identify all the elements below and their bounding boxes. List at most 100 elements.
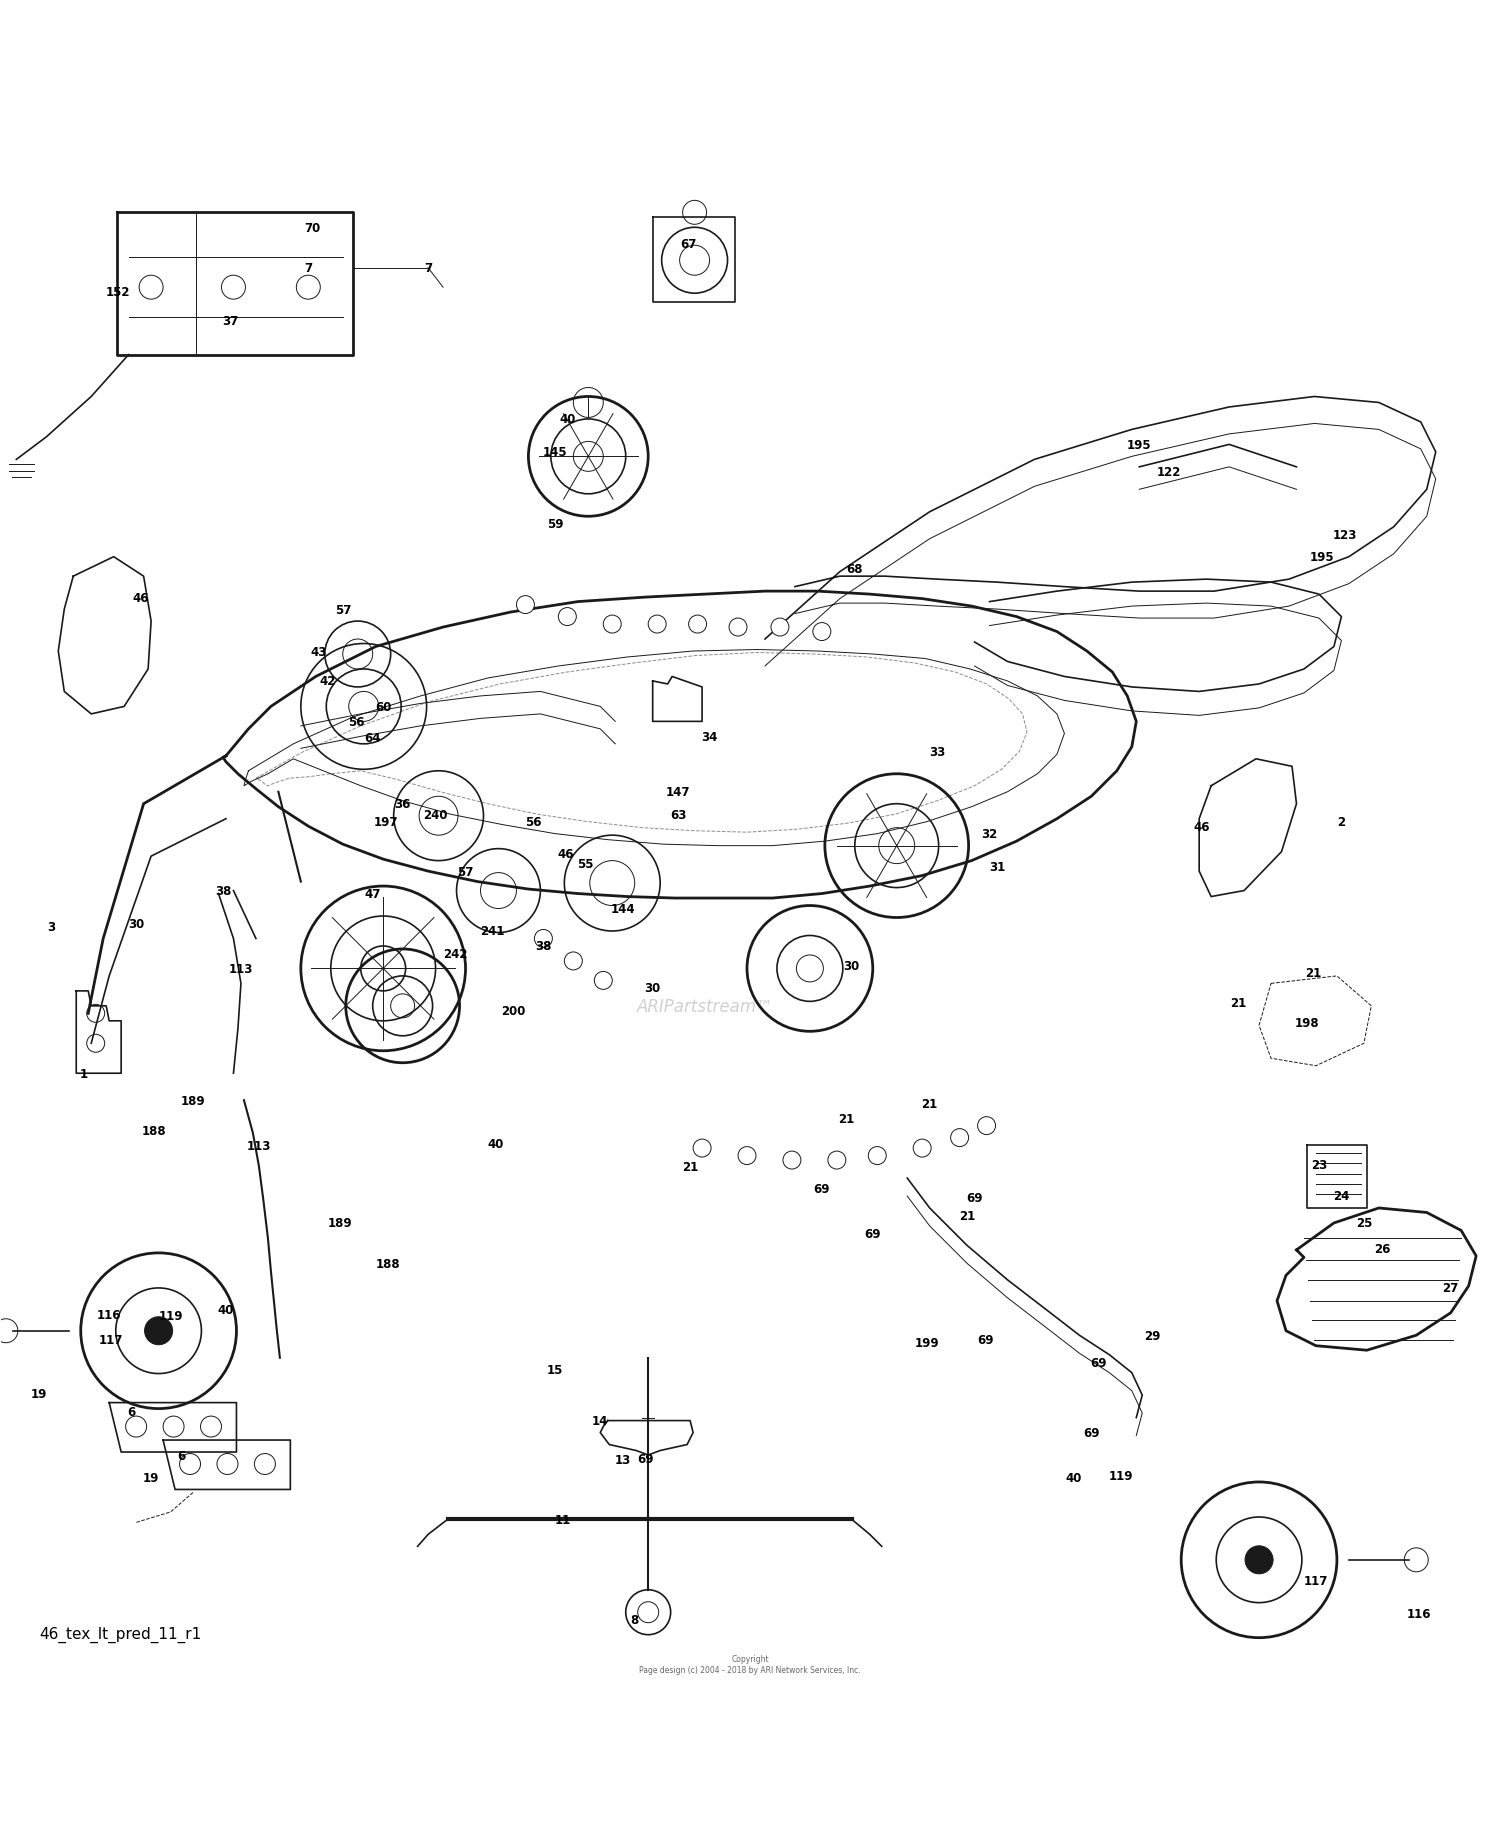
Text: 38: 38 <box>536 941 552 954</box>
Text: 6: 6 <box>177 1449 184 1462</box>
Text: 32: 32 <box>981 828 998 841</box>
Text: 1: 1 <box>80 1066 88 1079</box>
Circle shape <box>783 1151 801 1170</box>
Circle shape <box>534 930 552 948</box>
Text: 60: 60 <box>375 700 392 713</box>
Text: 195: 195 <box>1310 551 1335 564</box>
Text: 152: 152 <box>106 286 130 299</box>
Text: 40: 40 <box>1065 1471 1082 1484</box>
Text: 40: 40 <box>217 1303 234 1316</box>
Text: 116: 116 <box>98 1308 122 1321</box>
Text: 145: 145 <box>543 445 567 458</box>
Text: 11: 11 <box>555 1514 572 1526</box>
Circle shape <box>648 615 666 634</box>
Circle shape <box>144 1318 172 1345</box>
Text: 57: 57 <box>458 865 474 878</box>
Text: 188: 188 <box>142 1124 166 1137</box>
Text: 15: 15 <box>548 1364 564 1377</box>
Text: 7: 7 <box>424 262 432 275</box>
Text: 122: 122 <box>1156 466 1182 479</box>
Text: Copyright
Page design (c) 2004 - 2018 by ARI Network Services, Inc.: Copyright Page design (c) 2004 - 2018 by… <box>639 1654 861 1674</box>
Text: 195: 195 <box>1126 438 1152 451</box>
Text: 13: 13 <box>615 1453 632 1465</box>
Text: 188: 188 <box>375 1257 400 1270</box>
Circle shape <box>914 1140 932 1157</box>
Text: 27: 27 <box>1443 1281 1460 1294</box>
Text: 189: 189 <box>327 1216 352 1229</box>
Text: 19: 19 <box>142 1471 159 1484</box>
Text: 198: 198 <box>1294 1016 1320 1029</box>
Text: 46_tex_lt_pred_11_r1: 46_tex_lt_pred_11_r1 <box>39 1626 201 1643</box>
Text: 69: 69 <box>864 1227 880 1240</box>
Text: 21: 21 <box>921 1098 938 1111</box>
Text: 116: 116 <box>1407 1608 1431 1621</box>
Text: 69: 69 <box>976 1334 993 1347</box>
Circle shape <box>564 952 582 970</box>
Text: 24: 24 <box>1334 1190 1350 1203</box>
Text: 69: 69 <box>813 1183 830 1196</box>
Circle shape <box>978 1116 996 1135</box>
Circle shape <box>603 615 621 634</box>
Text: 42: 42 <box>320 675 336 687</box>
Text: 123: 123 <box>1332 529 1356 541</box>
Text: 59: 59 <box>548 517 564 530</box>
Text: 119: 119 <box>159 1310 183 1323</box>
Text: 23: 23 <box>1311 1159 1328 1172</box>
Text: 8: 8 <box>630 1613 639 1626</box>
Text: 63: 63 <box>670 808 687 821</box>
Text: 56: 56 <box>525 815 542 828</box>
Text: 240: 240 <box>423 808 448 821</box>
Text: 33: 33 <box>928 745 945 758</box>
Circle shape <box>951 1129 969 1148</box>
Text: 25: 25 <box>1356 1216 1372 1229</box>
Circle shape <box>594 972 612 991</box>
Text: 34: 34 <box>702 730 718 743</box>
Text: 46: 46 <box>1194 821 1210 833</box>
Text: 69: 69 <box>966 1192 982 1205</box>
Text: 67: 67 <box>681 238 698 251</box>
Text: 36: 36 <box>394 798 411 811</box>
Text: 21: 21 <box>1230 996 1246 1009</box>
Text: 147: 147 <box>666 785 690 798</box>
Text: 21: 21 <box>682 1161 698 1173</box>
Text: 200: 200 <box>501 1003 525 1016</box>
Circle shape <box>558 608 576 626</box>
Text: 119: 119 <box>1108 1469 1134 1482</box>
Circle shape <box>868 1148 886 1164</box>
Text: 69: 69 <box>638 1453 654 1465</box>
Text: 21: 21 <box>958 1209 975 1222</box>
Text: 117: 117 <box>1304 1574 1328 1587</box>
Text: 55: 55 <box>578 857 594 870</box>
Text: 242: 242 <box>442 948 468 961</box>
Circle shape <box>729 619 747 638</box>
Text: 21: 21 <box>837 1112 854 1125</box>
Circle shape <box>693 1140 711 1157</box>
Text: 47: 47 <box>364 887 381 900</box>
Text: 144: 144 <box>610 902 634 915</box>
Text: 64: 64 <box>364 732 381 745</box>
Text: 30: 30 <box>128 917 144 931</box>
Text: 69: 69 <box>1083 1427 1100 1440</box>
Text: 70: 70 <box>304 222 321 235</box>
Text: 26: 26 <box>1374 1242 1390 1255</box>
Circle shape <box>771 619 789 638</box>
Text: 56: 56 <box>348 715 364 728</box>
Text: 189: 189 <box>180 1094 206 1107</box>
Text: 57: 57 <box>334 602 351 615</box>
Text: 29: 29 <box>1144 1329 1161 1342</box>
Text: 46: 46 <box>558 846 574 859</box>
Text: 40: 40 <box>560 414 576 427</box>
Text: 68: 68 <box>846 564 862 577</box>
Text: 46: 46 <box>132 591 148 604</box>
Text: 241: 241 <box>480 926 504 939</box>
Text: 3: 3 <box>46 920 56 933</box>
Circle shape <box>688 615 706 634</box>
Text: 37: 37 <box>222 314 238 327</box>
Text: 2: 2 <box>1338 815 1346 828</box>
Text: 30: 30 <box>645 981 662 994</box>
Circle shape <box>828 1151 846 1170</box>
Text: 69: 69 <box>1090 1356 1107 1369</box>
Text: 113: 113 <box>246 1138 272 1151</box>
Text: ARIPartstream™: ARIPartstream™ <box>636 998 774 1015</box>
Text: 21: 21 <box>1305 967 1322 979</box>
